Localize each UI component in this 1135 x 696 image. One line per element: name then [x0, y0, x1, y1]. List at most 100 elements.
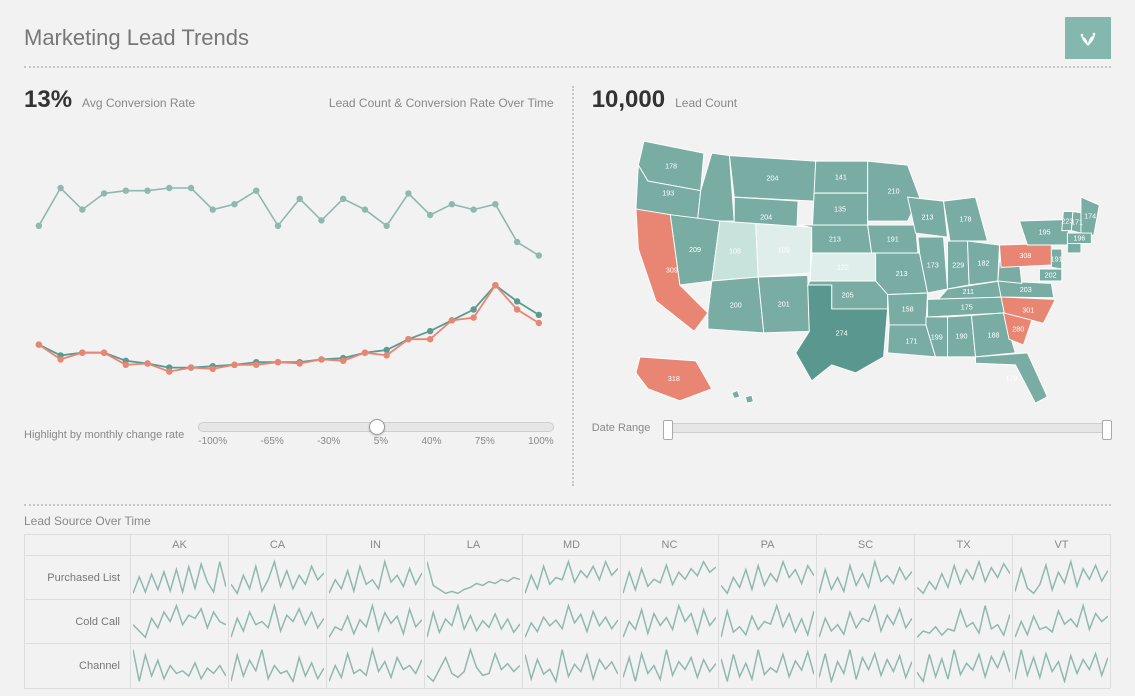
series-point — [144, 360, 150, 366]
sparkline — [427, 646, 520, 683]
series-point — [383, 352, 389, 358]
grid-cell — [523, 556, 621, 600]
state-MD[interactable] — [1039, 269, 1061, 281]
series-point — [123, 362, 129, 368]
state-FL[interactable] — [975, 353, 1047, 403]
state-KS[interactable] — [810, 253, 876, 281]
brand-button[interactable] — [1065, 17, 1111, 59]
state-label-FL: 179 — [1005, 373, 1017, 382]
sparkline — [329, 558, 422, 595]
sparkline — [231, 646, 324, 683]
state-IN[interactable] — [947, 241, 969, 289]
series-point — [57, 356, 63, 362]
state-ME[interactable] — [1081, 197, 1099, 235]
grid-cell — [229, 644, 327, 688]
grid-cell — [229, 556, 327, 600]
grid-cell — [621, 600, 719, 644]
grid-col-LA: LA — [425, 535, 523, 556]
state-HI[interactable] — [732, 390, 754, 403]
grid-cell — [719, 600, 817, 644]
state-CO[interactable] — [755, 223, 811, 277]
grid-cell — [229, 600, 327, 644]
sprout-icon — [1076, 26, 1100, 50]
state-AK[interactable] — [636, 357, 712, 401]
series-point — [405, 336, 411, 342]
series-point — [188, 185, 194, 191]
sparkline — [427, 558, 520, 595]
highlight-slider[interactable] — [198, 422, 553, 432]
state-MT[interactable] — [729, 156, 815, 202]
grid-col-PA: PA — [719, 535, 817, 556]
conversion-subtitle: Lead Count & Conversion Rate Over Time — [329, 96, 554, 110]
series-point — [101, 190, 107, 196]
state-AR[interactable] — [887, 293, 927, 325]
state-PA[interactable] — [999, 243, 1051, 267]
sparkline — [623, 602, 716, 639]
grid-cell — [131, 600, 229, 644]
state-AZ[interactable] — [708, 277, 764, 333]
lead-count-label: Lead Count — [675, 96, 737, 110]
grid-cell — [327, 644, 425, 688]
grid-cell — [131, 644, 229, 688]
grid-cell — [915, 556, 1013, 600]
state-UT[interactable] — [712, 221, 758, 281]
sparkline — [917, 602, 1010, 639]
state-NM[interactable] — [758, 275, 809, 333]
state-MA[interactable] — [1067, 233, 1091, 243]
divider — [24, 504, 1111, 506]
grid-cell — [425, 600, 523, 644]
slider-tick: 100% — [528, 436, 554, 447]
highlight-slider-label: Highlight by monthly change rate — [24, 429, 184, 441]
avg-conversion-value: 13% — [24, 86, 72, 114]
sparkline — [231, 602, 324, 639]
series-point — [297, 360, 303, 366]
series-point — [427, 212, 433, 218]
state-ND[interactable] — [814, 161, 868, 193]
sparkline — [819, 646, 912, 683]
sparkline — [329, 646, 422, 683]
grid-cell — [621, 644, 719, 688]
page-title: Marketing Lead Trends — [24, 25, 249, 51]
sparkline — [721, 558, 814, 595]
state-IA[interactable] — [867, 225, 917, 253]
series-point — [340, 196, 346, 202]
grid-col-MD: MD — [523, 535, 621, 556]
series-point — [210, 366, 216, 372]
grid-col-IN: IN — [327, 535, 425, 556]
series-point — [57, 185, 63, 191]
series-point — [383, 223, 389, 229]
state-CT[interactable] — [1067, 243, 1081, 253]
grid-cell — [621, 556, 719, 600]
state-NJ[interactable] — [1051, 249, 1061, 269]
state-MI[interactable] — [943, 197, 987, 241]
grid-cell — [425, 644, 523, 688]
sparkline — [721, 602, 814, 639]
series-point — [297, 196, 303, 202]
series-point — [449, 201, 455, 207]
series-point — [231, 362, 237, 368]
series-point — [318, 217, 324, 223]
state-OH[interactable] — [967, 241, 999, 285]
slider-tick: 40% — [421, 436, 441, 447]
slider-tick: -65% — [260, 436, 283, 447]
sparkline — [917, 558, 1010, 595]
date-range-slider[interactable] — [664, 423, 1111, 433]
sparkline — [525, 558, 618, 595]
state-MO[interactable] — [875, 253, 927, 295]
series-point — [492, 201, 498, 207]
state-AL[interactable] — [947, 315, 975, 357]
grid-row-header: Cold Call — [25, 600, 131, 644]
grid-cell — [425, 556, 523, 600]
series-point — [36, 223, 42, 229]
grid-cell — [131, 556, 229, 600]
sparkline — [329, 602, 422, 639]
series-point — [144, 188, 150, 194]
sparkline — [623, 558, 716, 595]
state-VA[interactable] — [998, 281, 1054, 298]
highlight-slider-thumb[interactable] — [369, 419, 385, 435]
series-point — [514, 298, 520, 304]
series-point — [470, 314, 476, 320]
series-point — [427, 328, 433, 334]
sparkline — [133, 558, 226, 595]
state-SD[interactable] — [812, 193, 867, 225]
